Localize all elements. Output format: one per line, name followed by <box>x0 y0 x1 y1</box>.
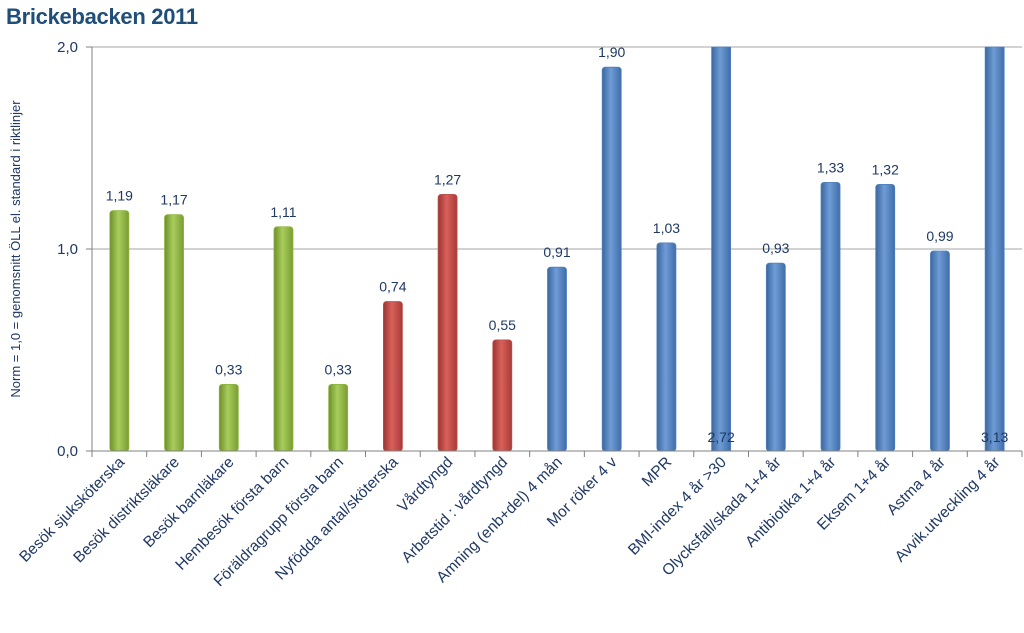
bar <box>547 266 567 452</box>
bar <box>437 194 458 452</box>
x-tick-label: Besök barnläkare <box>140 454 237 551</box>
data-label: 1,11 <box>270 204 296 220</box>
bar <box>711 46 732 452</box>
x-tick-label: Besök sjuksköterska <box>16 454 128 566</box>
bar <box>875 183 896 452</box>
bar <box>164 214 184 452</box>
data-label: 1,03 <box>653 220 680 236</box>
bar <box>930 250 950 452</box>
y-axis-label: Norm = 1,0 = genomsnitt ÖLL el. standard… <box>8 100 23 398</box>
data-label: 0,33 <box>325 361 352 377</box>
bar <box>492 339 513 452</box>
data-label: 1,33 <box>817 159 844 175</box>
data-label: 0,74 <box>379 279 406 295</box>
bar <box>273 226 294 452</box>
chart-title: Brickebacken 2011 <box>6 4 198 29</box>
data-label: 0,55 <box>489 317 516 333</box>
x-tick-label: Besök distriktsläkare <box>70 454 183 567</box>
data-label: 2,72 <box>707 429 734 445</box>
data-label: 0,91 <box>543 244 570 260</box>
data-label: 0,93 <box>762 240 789 256</box>
x-tick-label: BMI-index 4 år >30 <box>625 454 730 559</box>
data-label: 0,99 <box>926 228 953 244</box>
data-label: 1,19 <box>106 188 133 204</box>
bar <box>656 242 677 452</box>
data-label: 0,33 <box>215 361 242 377</box>
bar <box>109 210 130 452</box>
y-tick-label: 2,0 <box>57 39 78 56</box>
bar <box>328 383 349 452</box>
bar <box>601 66 622 452</box>
y-tick-label: 1,0 <box>57 241 78 258</box>
bar <box>382 301 403 452</box>
data-label: 1,17 <box>160 192 187 208</box>
data-label: 3,13 <box>981 429 1008 445</box>
x-tick-label: MPR <box>639 454 675 490</box>
data-label: 1,90 <box>598 44 625 60</box>
x-tick-label: Arbetstid : vårdtyngd <box>399 454 512 567</box>
bar <box>820 181 841 452</box>
bar <box>218 383 239 452</box>
bar <box>984 46 1005 452</box>
data-label: 1,32 <box>872 161 899 177</box>
y-tick-label: 0,0 <box>57 443 78 460</box>
data-label: 1,27 <box>434 171 461 187</box>
x-tick-label: Avvik.utveckling 4 år <box>892 454 1004 566</box>
bar <box>765 262 786 452</box>
